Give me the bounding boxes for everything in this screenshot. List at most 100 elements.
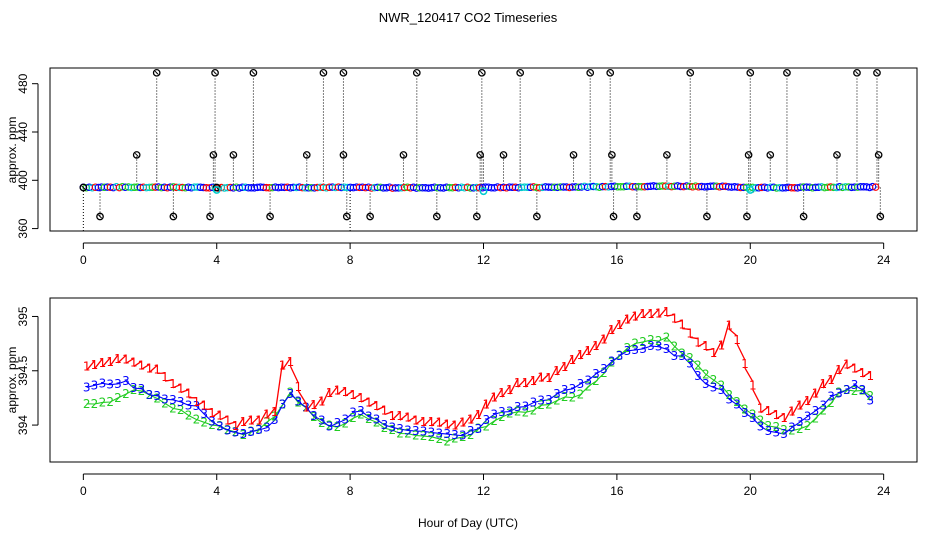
series-1-segment (556, 362, 566, 376)
series-1-symbol: 1 (475, 408, 483, 422)
series-3-symbol: 3 (467, 424, 475, 438)
series-1-symbol: 1 (639, 307, 647, 321)
outlier-point-mark (211, 152, 216, 157)
series-2-symbol: 2 (349, 411, 357, 425)
series-1-segment (141, 363, 150, 370)
series-1-symbol: 1 (725, 318, 733, 332)
series-1-symbol: 1 (772, 408, 780, 422)
series-1-symbol: 1 (420, 415, 428, 429)
series-1-symbol: 1 (302, 401, 310, 415)
series-1-segment (626, 312, 636, 324)
top-baseline-points (79, 182, 880, 192)
series-2-symbol: 2 (718, 379, 726, 393)
series-3-symbol: 3 (146, 388, 154, 402)
outlier-point (586, 68, 595, 77)
series-1-symbol: 1 (169, 377, 177, 391)
series-3-symbol: 3 (514, 400, 522, 414)
series-1-symbol: 1 (326, 386, 334, 400)
series-1-symbol: 1 (600, 332, 608, 346)
series-1-segment (838, 360, 848, 375)
series-3-symbol: 3 (553, 387, 561, 401)
series-1-symbol: 1 (835, 363, 843, 377)
series-1-symbol: 1 (412, 413, 420, 427)
series-2-symbol: 2 (388, 423, 396, 437)
series-2-symbol: 2 (749, 407, 757, 421)
series-3-symbol: 3 (592, 367, 600, 381)
series-1-symbol: 1 (404, 411, 412, 425)
outlier-point-mark (474, 214, 479, 219)
top-panel: 0 4 8 12 16 20 24 360 400 440 480 approx. ppm (5, 67, 918, 267)
series-1-symbol: 1 (765, 404, 773, 418)
series-2-symbol: 2 (114, 391, 122, 405)
outlier-point (874, 151, 883, 159)
top-x-axis: 0 4 8 12 16 20 24 (80, 242, 891, 267)
outlier-point (266, 212, 274, 221)
outlier-point-mark (341, 152, 346, 157)
series-1-segment (266, 407, 276, 419)
series-3-symbol: 3 (490, 407, 498, 421)
series-1-symbol: 1 (812, 387, 820, 401)
series-1-symbol: 1 (373, 399, 381, 413)
series-3-symbol: 3 (185, 398, 193, 412)
outlier-point (799, 212, 808, 221)
series-2-symbol: 2 (279, 398, 287, 412)
series-2-symbol: 2 (710, 373, 718, 387)
outlier-point-mark (304, 152, 309, 157)
top-x-tick-label: 16 (610, 253, 624, 267)
series-2-symbol: 2 (435, 432, 443, 446)
series-1-segment (775, 413, 785, 420)
series-1-symbol: 1 (334, 384, 342, 398)
top-y-tick-label: 440 (16, 122, 30, 142)
series-1-symbol: 1 (232, 419, 240, 433)
series-3-symbol: 3 (647, 339, 655, 353)
series-1-segment (305, 400, 315, 412)
series-1-symbol: 1 (435, 416, 443, 430)
series-1-segment (736, 343, 746, 361)
series-3-symbol: 3 (686, 357, 694, 371)
series-1-segment (368, 401, 377, 407)
series-3-symbol: 3 (294, 394, 302, 408)
top-y-tick-label: 400 (16, 170, 30, 190)
series-1-segment (619, 315, 628, 330)
series-1-segment (650, 308, 660, 319)
series-3-symbol: 3 (498, 405, 506, 419)
series-2-symbol: 2 (224, 423, 232, 437)
series-1-symbol: 1 (130, 356, 138, 370)
series-1-symbol: 1 (741, 357, 749, 371)
series-2-symbol: 2 (788, 424, 796, 438)
series-3-symbol: 3 (866, 393, 874, 407)
top-x-tick-label: 24 (877, 253, 891, 267)
series-1-segment (86, 360, 96, 371)
series-2-symbol: 2 (655, 334, 663, 348)
series-1-symbol: 1 (240, 415, 248, 429)
series-3-symbol: 3 (804, 409, 812, 423)
top-x-tick-label: 4 (213, 253, 220, 267)
series-1-segment (423, 417, 432, 427)
chart-title: NWR_120417 CO2 Timeseries (379, 10, 558, 25)
series-1-symbol: 1 (843, 358, 851, 372)
series-1-segment (720, 321, 730, 350)
series-1-segment (493, 388, 503, 402)
series-1-symbol: 1 (271, 405, 279, 419)
bottom-x-axis: 0 4 8 12 16 20 24 (80, 473, 891, 498)
series-3-symbol: 3 (577, 377, 585, 391)
series-2-symbol: 2 (827, 396, 835, 410)
series-3-symbol: 3 (240, 427, 248, 441)
series-1-segment (470, 410, 480, 424)
series-1-symbol: 1 (193, 395, 201, 409)
series-1-symbol: 1 (686, 326, 694, 340)
series-2-symbol: 2 (561, 390, 569, 404)
series-1-symbol: 1 (114, 352, 122, 366)
series-1-symbol: 1 (851, 361, 859, 375)
series-1-segment (477, 400, 487, 420)
top-x-tick-label: 20 (744, 253, 758, 267)
series-1-symbol: 1 (796, 399, 804, 413)
series-2-symbol: 2 (600, 366, 608, 380)
series-2-symbol: 2 (287, 385, 295, 399)
series-1-symbol: 1 (91, 358, 99, 372)
series-2-symbol: 2 (122, 387, 130, 401)
outlier-point (211, 68, 219, 77)
series-3-symbol: 3 (522, 400, 530, 414)
series-1-segment (196, 400, 205, 407)
bottom-x-tick-label: 0 (80, 484, 87, 498)
